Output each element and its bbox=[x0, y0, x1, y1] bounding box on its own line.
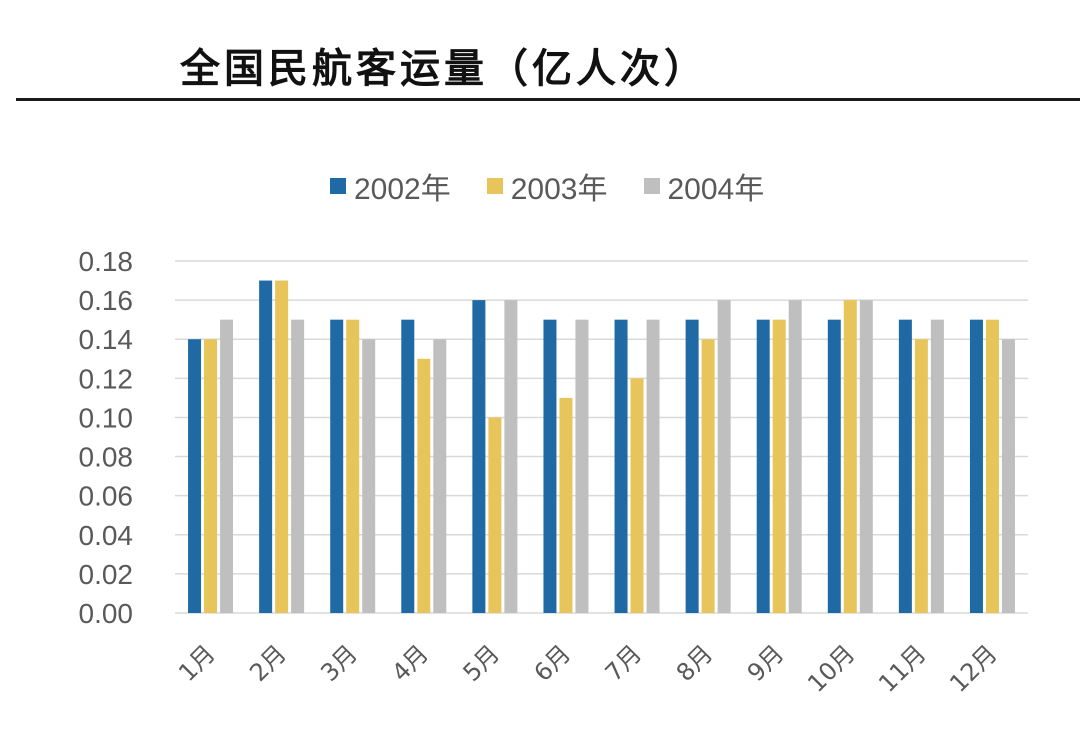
bar-2003年-2月 bbox=[275, 280, 289, 613]
legend-swatch-2004 bbox=[643, 178, 660, 194]
y-tick-label: 0.10 bbox=[79, 402, 134, 433]
x-tick-label: 11月 bbox=[873, 639, 931, 697]
bar-2004年-11月 bbox=[930, 319, 944, 613]
bar-2004年-1月 bbox=[220, 319, 234, 613]
y-tick-label: 0.08 bbox=[79, 442, 134, 473]
legend-swatch-2002 bbox=[330, 178, 346, 194]
x-tick-label: 8月 bbox=[671, 639, 719, 687]
bar-2004年-12月 bbox=[1001, 339, 1015, 613]
legend-label-2002: 2002年 bbox=[354, 173, 451, 206]
bar-2004年-9月 bbox=[788, 300, 802, 613]
bar-2002年-10月 bbox=[827, 319, 841, 613]
bar-2004年-4月 bbox=[433, 339, 447, 613]
x-tick-label: 7月 bbox=[600, 639, 648, 687]
page-title: 全国民航客运量（亿人次） bbox=[180, 45, 708, 92]
x-tick-label: 4月 bbox=[386, 639, 434, 687]
x-tick-label: 3月 bbox=[315, 639, 363, 687]
y-tick-label: 0.12 bbox=[79, 363, 134, 394]
legend-swatch-2003 bbox=[486, 178, 503, 194]
bar-2003年-8月 bbox=[701, 339, 715, 613]
bar-2002年-11月 bbox=[898, 319, 912, 613]
y-tick-label: 0.14 bbox=[79, 324, 134, 355]
bar-2004年-10月 bbox=[859, 300, 873, 613]
bar-2003年-1月 bbox=[204, 339, 218, 613]
x-tick-label: 9月 bbox=[742, 639, 790, 687]
legend-item-2002: 2002年 bbox=[330, 164, 451, 208]
y-tick-label: 0.02 bbox=[79, 559, 134, 590]
legend-label-2003: 2003年 bbox=[510, 173, 608, 206]
x-tick-label: 1月 bbox=[173, 639, 221, 687]
bar-2004年-2月 bbox=[291, 319, 305, 613]
bar-2002年-4月 bbox=[401, 319, 415, 613]
bar-2003年-4月 bbox=[417, 358, 431, 613]
bar-2002年-5月 bbox=[472, 300, 486, 613]
title-divider bbox=[16, 98, 1080, 101]
bar-2002年-12月 bbox=[969, 319, 983, 613]
legend-item-2004: 2004年 bbox=[643, 164, 765, 208]
bar-2003年-6月 bbox=[559, 397, 573, 613]
y-tick-label: 0.04 bbox=[79, 520, 134, 551]
bar-2004年-3月 bbox=[362, 339, 376, 613]
x-tick-label: 5月 bbox=[458, 639, 506, 687]
y-tick-label: 0.16 bbox=[79, 285, 134, 316]
bar-2002年-1月 bbox=[188, 339, 202, 613]
bar-2002年-3月 bbox=[330, 319, 344, 613]
bar-2003年-3月 bbox=[346, 319, 360, 613]
x-tick-label: 12月 bbox=[944, 639, 1002, 697]
bar-2004年-7月 bbox=[646, 319, 660, 613]
bar-2002年-6月 bbox=[543, 319, 557, 613]
chart-legend: 2002年 2003年 2004年 bbox=[330, 164, 764, 208]
y-tick-label: 0.00 bbox=[79, 598, 134, 629]
bar-2004年-5月 bbox=[504, 300, 518, 613]
bar-2002年-2月 bbox=[259, 280, 273, 613]
x-tick-label: 10月 bbox=[802, 639, 860, 697]
bar-2003年-7月 bbox=[630, 378, 644, 613]
bar-2003年-11月 bbox=[914, 339, 928, 613]
bar-2003年-12月 bbox=[985, 319, 999, 613]
y-tick-label: 0.06 bbox=[79, 481, 134, 512]
x-tick-label: 2月 bbox=[244, 639, 292, 687]
bar-2004年-6月 bbox=[575, 319, 589, 613]
legend-item-2003: 2003年 bbox=[486, 164, 608, 208]
x-tick-label: 6月 bbox=[529, 639, 577, 687]
bar-2003年-9月 bbox=[772, 319, 786, 613]
bar-2003年-5月 bbox=[488, 417, 502, 613]
bar-2003年-10月 bbox=[843, 300, 857, 613]
bar-2002年-7月 bbox=[614, 319, 628, 613]
y-tick-label: 0.18 bbox=[79, 246, 134, 277]
legend-label-2004: 2004年 bbox=[667, 173, 765, 206]
bar-2002年-8月 bbox=[685, 319, 699, 613]
bar-2002年-9月 bbox=[756, 319, 770, 613]
bar-2004年-8月 bbox=[717, 300, 731, 613]
